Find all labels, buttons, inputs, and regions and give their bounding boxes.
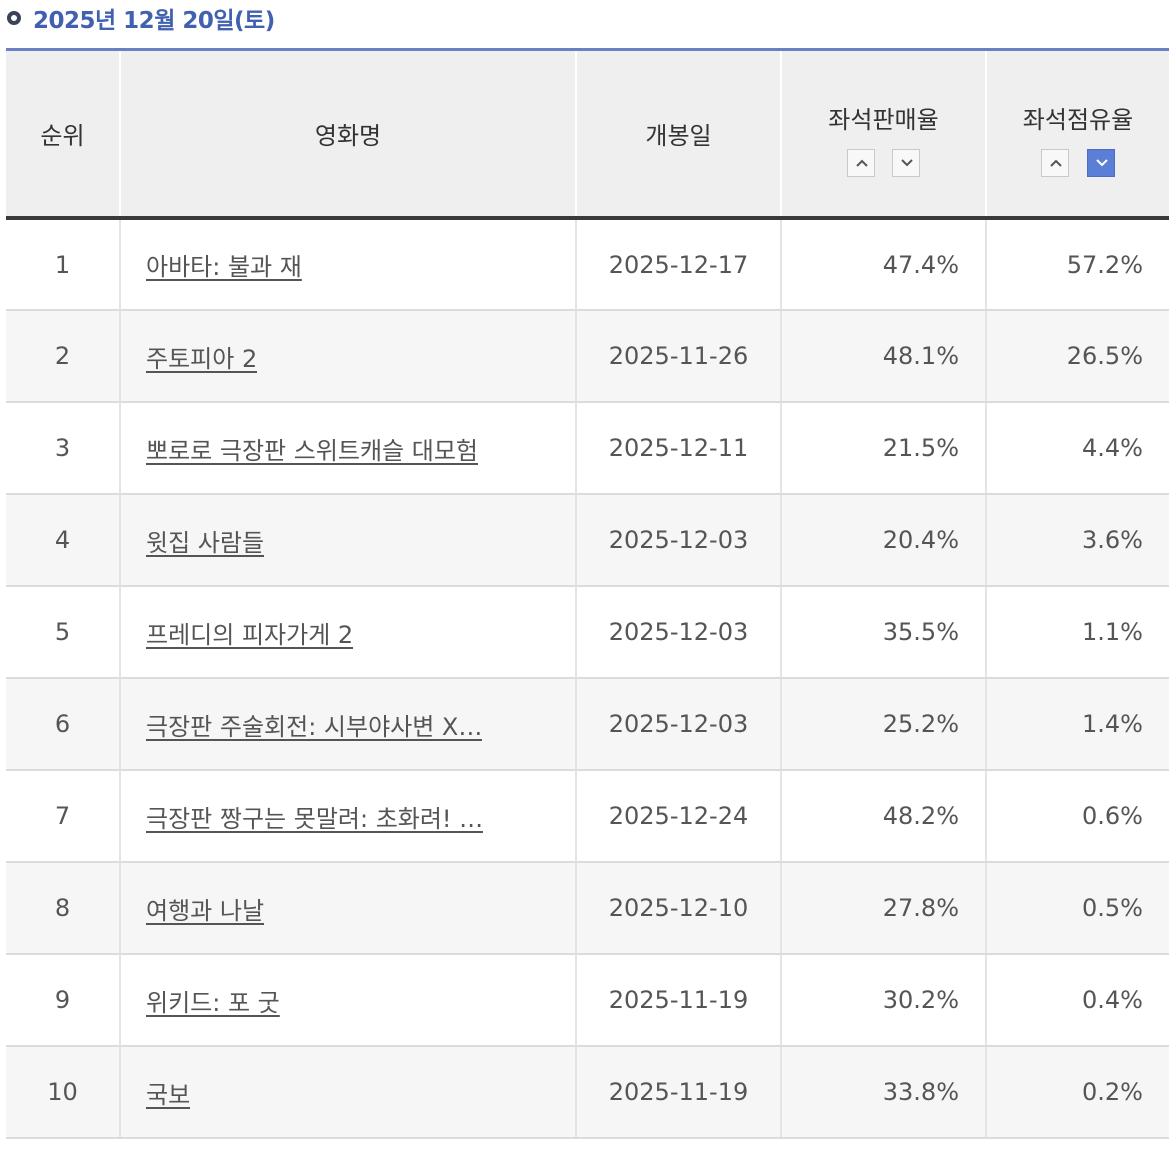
table-row: 8 여행과 나날 2025-12-10 27.8% 0.5% <box>6 862 1169 955</box>
col-header-release: 개봉일 <box>576 51 782 220</box>
movie-title-link[interactable]: 아바타: 불과 재 <box>146 253 302 281</box>
title-cell: 국보 <box>120 1046 577 1139</box>
table-row: 7 극장판 짱구는 못말려: 초화려! … 2025-12-24 48.2% 0… <box>6 770 1169 863</box>
seat-share-cell: 0.2% <box>986 1046 1169 1139</box>
seat-share-cell: 4.4% <box>986 402 1169 495</box>
sort-desc-seat-share-button[interactable] <box>1086 149 1115 177</box>
release-cell: 2025-12-11 <box>576 402 782 495</box>
title-cell: 위키드: 포 굿 <box>120 954 577 1047</box>
rank-cell: 1 <box>6 218 121 311</box>
rank-cell: 7 <box>6 770 121 863</box>
chevron-down-icon <box>1096 159 1108 167</box>
table-row: 1 아바타: 불과 재 2025-12-17 47.4% 57.2% <box>6 218 1169 311</box>
title-cell: 뽀로로 극장판 스위트캐슬 대모험 <box>120 402 577 495</box>
movie-title-link[interactable]: 위키드: 포 굿 <box>146 988 280 1017</box>
movie-title-link[interactable]: 극장판 주술회전: 시부야사변 X… <box>146 712 483 741</box>
table-header-row: 순위 영화명 개봉일 좌석판매율 좌석점유율 <box>6 51 1169 220</box>
table-row: 4 윗집 사람들 2025-12-03 20.4% 3.6% <box>6 494 1169 587</box>
seat-sales-cell: 33.8% <box>781 1046 987 1139</box>
header-rule <box>6 48 1169 51</box>
sort-asc-seat-share-button[interactable] <box>1041 149 1070 177</box>
movie-title-link[interactable]: 프레디의 피자가게 2 <box>146 620 354 649</box>
movie-title-link[interactable]: 뽀로로 극장판 스위트캐슬 대모험 <box>146 436 479 465</box>
seat-share-cell: 3.6% <box>986 494 1169 587</box>
sort-desc-seat-sales-button[interactable] <box>892 149 921 177</box>
seat-sales-cell: 30.2% <box>781 954 987 1047</box>
table-row: 10 국보 2025-11-19 33.8% 0.2% <box>6 1046 1169 1139</box>
title-cell: 여행과 나날 <box>120 862 577 955</box>
col-header-title: 영화명 <box>120 51 577 220</box>
title-cell: 극장판 주술회전: 시부야사변 X… <box>120 678 577 771</box>
release-cell: 2025-12-24 <box>576 770 782 863</box>
seat-share-cell: 0.5% <box>986 862 1169 955</box>
seat-share-cell: 1.1% <box>986 586 1169 679</box>
col-header-seat-sales: 좌석판매율 <box>781 51 987 220</box>
title-cell: 주토피아 2 <box>120 310 577 403</box>
seat-sales-cell: 48.1% <box>781 310 987 403</box>
table-row: 2 주토피아 2 2025-11-26 48.1% 26.5% <box>6 310 1169 403</box>
seat-share-cell: 1.4% <box>986 678 1169 771</box>
rank-cell: 8 <box>6 862 121 955</box>
release-cell: 2025-12-17 <box>576 218 782 311</box>
table-row: 9 위키드: 포 굿 2025-11-19 30.2% 0.4% <box>6 954 1169 1047</box>
movie-title-link[interactable]: 여행과 나날 <box>146 896 265 925</box>
seat-sales-cell: 35.5% <box>781 586 987 679</box>
sort-asc-seat-sales-button[interactable] <box>846 149 875 177</box>
rank-cell: 10 <box>6 1046 121 1139</box>
seat-sales-cell: 48.2% <box>781 770 987 863</box>
title-cell: 극장판 짱구는 못말려: 초화려! … <box>120 770 577 863</box>
seat-sales-cell: 25.2% <box>781 678 987 771</box>
col-header-seat-share: 좌석점유율 <box>986 51 1169 220</box>
col-header-rank: 순위 <box>6 51 121 220</box>
release-cell: 2025-12-03 <box>576 678 782 771</box>
seat-sales-cell: 27.8% <box>781 862 987 955</box>
seat-share-cell: 26.5% <box>986 310 1169 403</box>
seat-sales-cell: 47.4% <box>781 218 987 311</box>
release-cell: 2025-12-03 <box>576 494 782 587</box>
date-header: 2025년 12월 20일(토) <box>0 0 1170 46</box>
date-title: 2025년 12월 20일(토) <box>33 8 275 34</box>
seat-sales-cell: 20.4% <box>781 494 987 587</box>
table-row: 5 프레디의 피자가게 2 2025-12-03 35.5% 1.1% <box>6 586 1169 679</box>
box-office-table: 순위 영화명 개봉일 좌석판매율 좌석점유율 <box>6 51 1169 1139</box>
movie-title-link[interactable]: 주토피아 2 <box>146 344 258 373</box>
movie-title-link[interactable]: 국보 <box>146 1080 191 1109</box>
seat-share-cell: 57.2% <box>986 218 1169 311</box>
rank-cell: 6 <box>6 678 121 771</box>
seat-sales-cell: 21.5% <box>781 402 987 495</box>
title-cell: 아바타: 불과 재 <box>120 218 577 311</box>
movie-title-link[interactable]: 윗집 사람들 <box>146 528 265 557</box>
rank-cell: 9 <box>6 954 121 1047</box>
rank-cell: 4 <box>6 494 121 587</box>
rank-cell: 5 <box>6 586 121 679</box>
release-cell: 2025-11-26 <box>576 310 782 403</box>
chevron-up-icon <box>1050 159 1062 167</box>
release-cell: 2025-11-19 <box>576 1046 782 1139</box>
circle-bullet-icon <box>7 11 21 25</box>
table-row: 6 극장판 주술회전: 시부야사변 X… 2025-12-03 25.2% 1.… <box>6 678 1169 771</box>
release-cell: 2025-12-03 <box>576 586 782 679</box>
movie-title-link[interactable]: 극장판 짱구는 못말려: 초화려! … <box>146 804 484 833</box>
title-cell: 프레디의 피자가게 2 <box>120 586 577 679</box>
rank-cell: 2 <box>6 310 121 403</box>
table-row: 3 뽀로로 극장판 스위트캐슬 대모험 2025-12-11 21.5% 4.4… <box>6 402 1169 495</box>
seat-share-cell: 0.6% <box>986 770 1169 863</box>
chevron-down-icon <box>901 159 914 167</box>
release-cell: 2025-12-10 <box>576 862 782 955</box>
seat-share-cell: 0.4% <box>986 954 1169 1047</box>
chevron-up-icon <box>855 159 868 167</box>
title-cell: 윗집 사람들 <box>120 494 577 587</box>
release-cell: 2025-11-19 <box>576 954 782 1047</box>
rank-cell: 3 <box>6 402 121 495</box>
